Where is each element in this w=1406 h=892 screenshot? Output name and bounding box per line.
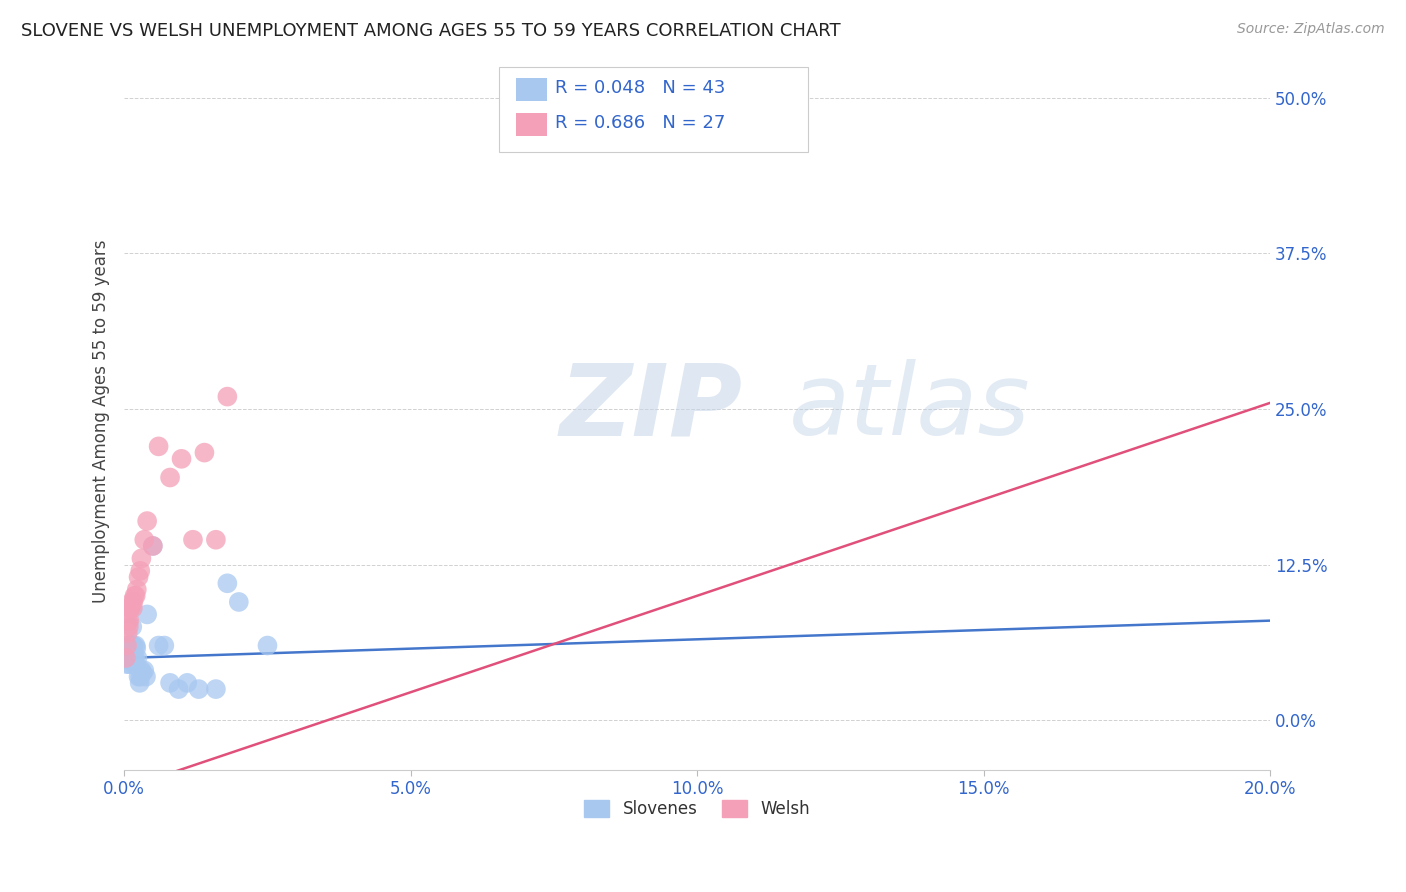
Point [129,670,152,684]
Point [128,570,150,584]
Point [118,614,141,628]
Point [125,639,148,653]
Point [131,665,153,680]
Point [122,639,145,653]
Point [121,648,143,663]
Point [122,651,145,665]
Point [128,676,150,690]
Point [118,645,141,659]
Point [181,533,204,547]
Point [148,639,170,653]
Point [117,651,139,665]
Point [117,614,139,628]
Point [131,664,153,678]
Point [115,639,138,653]
Point [131,551,153,566]
Point [142,539,165,553]
Point [121,620,143,634]
Point [117,651,139,665]
Point [205,533,228,547]
Point [136,514,159,528]
Point [159,470,181,484]
Point [115,657,138,672]
Point [125,582,148,597]
Text: ZIP: ZIP [560,359,742,456]
Point [193,445,215,459]
Point [121,595,143,609]
Point [159,676,181,690]
Y-axis label: Unemployment Among Ages 55 to 59 years: Unemployment Among Ages 55 to 59 years [93,240,110,603]
Point [117,640,139,655]
Point [118,657,141,672]
Point [148,439,170,453]
Point [217,390,239,404]
Point [205,682,228,697]
Legend: Slovenes, Welsh: Slovenes, Welsh [578,793,817,824]
Point [122,595,145,609]
Point [120,653,142,667]
Point [217,576,239,591]
Point [170,451,193,466]
Point [118,653,141,667]
Point [228,595,250,609]
Point [120,601,142,615]
Point [124,589,146,603]
Point [135,670,157,684]
Point [118,648,141,663]
Point [153,639,176,653]
Point [124,657,146,672]
Point [125,640,148,655]
Point [124,651,146,665]
Text: SLOVENE VS WELSH UNEMPLOYMENT AMONG AGES 55 TO 59 YEARS CORRELATION CHART: SLOVENE VS WELSH UNEMPLOYMENT AMONG AGES… [21,22,841,40]
Point [134,664,156,678]
Point [115,651,138,665]
Point [125,589,148,603]
Point [134,533,156,547]
Point [118,601,141,615]
Point [118,620,141,634]
Point [128,670,150,684]
Point [127,651,149,665]
Text: R = 0.686   N = 27: R = 0.686 N = 27 [555,114,725,132]
Point [115,645,138,659]
Point [117,626,139,640]
Point [136,607,159,622]
Point [114,640,136,655]
Point [167,682,190,697]
Point [129,564,152,578]
Point [187,682,209,697]
Point [115,639,138,653]
Text: atlas: atlas [789,359,1031,456]
Point [121,601,143,615]
Point [256,639,278,653]
Point [176,676,198,690]
Point [120,651,142,665]
Text: Source: ZipAtlas.com: Source: ZipAtlas.com [1237,22,1385,37]
Point [121,639,143,653]
Point [142,539,165,553]
Text: R = 0.048   N = 43: R = 0.048 N = 43 [555,79,725,97]
Point [121,645,143,659]
